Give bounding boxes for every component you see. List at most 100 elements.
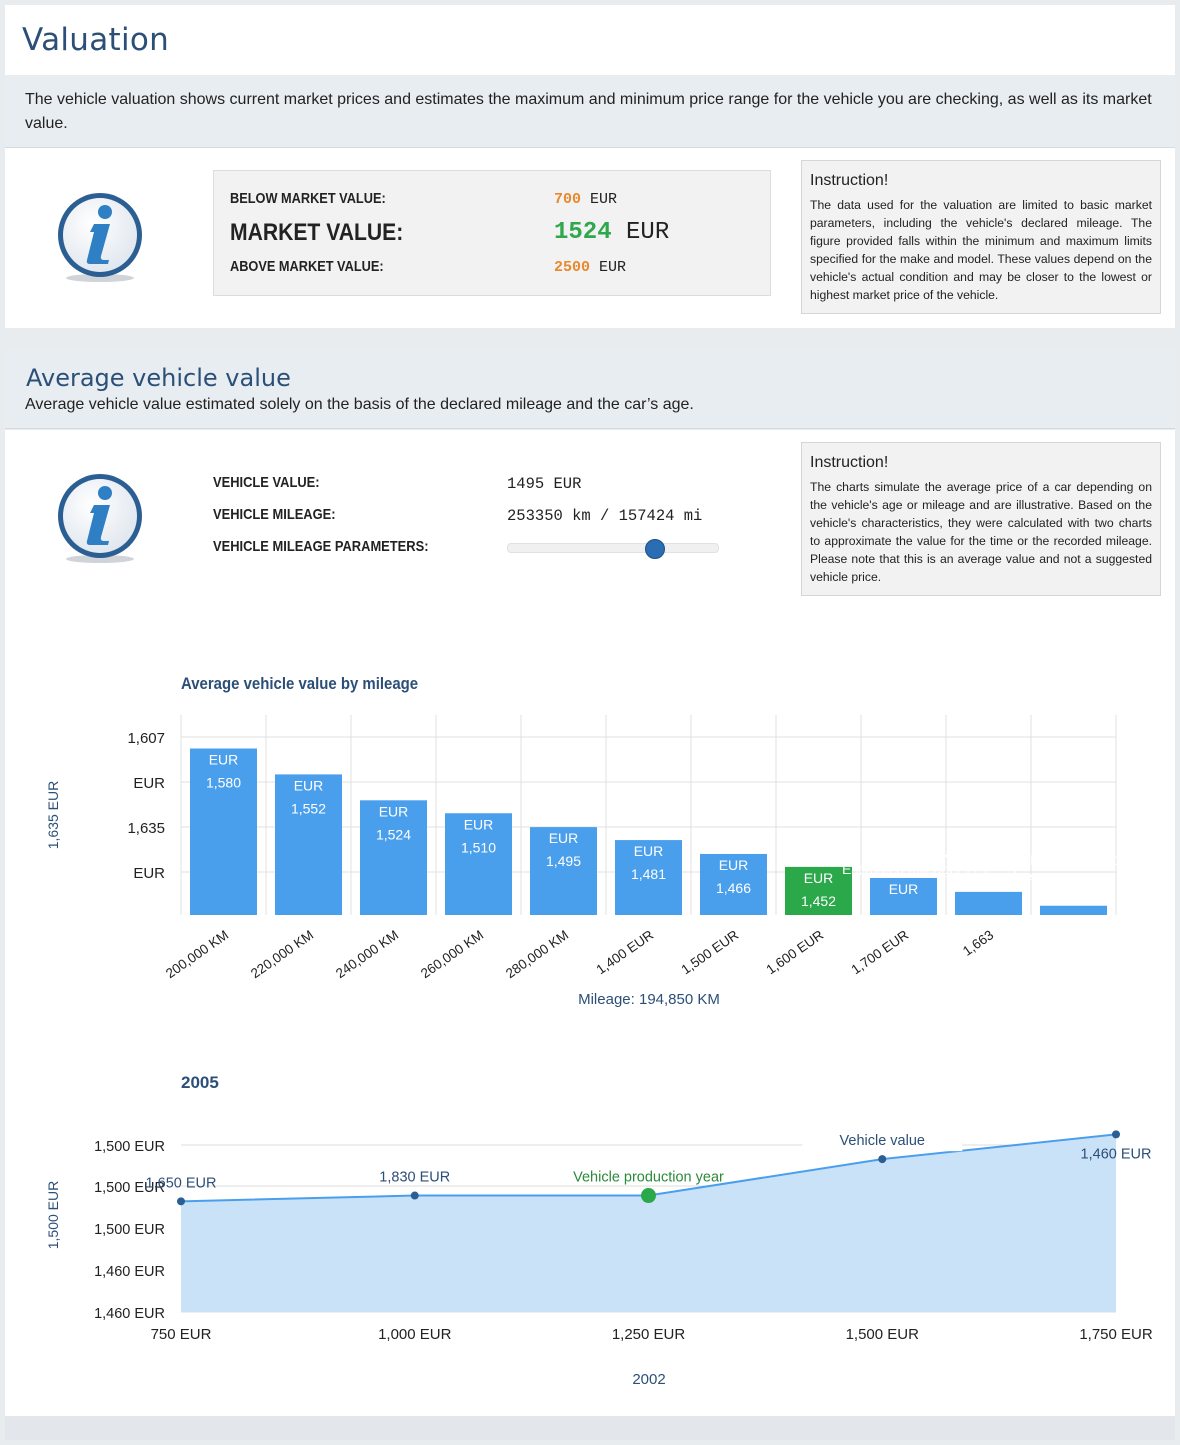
y-tick-label: 1,460 EUR	[94, 1306, 165, 1322]
point-label: Vehicle value	[840, 1133, 925, 1149]
x-tick-label: 1,000 EUR	[378, 1326, 452, 1343]
bar-value-label: 1,524	[376, 826, 411, 842]
x-tick-label: 200,000 KM	[163, 927, 231, 981]
y-tick-label: EUR	[133, 775, 165, 792]
below-market-value: 700 EUR	[554, 191, 617, 208]
bar-value-label: 1,452	[801, 893, 836, 909]
page-footer-band	[5, 1416, 1175, 1440]
bar-label: EUR	[209, 752, 239, 768]
bar	[190, 748, 257, 915]
x-tick-label: 1,500 EUR	[679, 927, 742, 977]
bar-value-label: 1,580	[206, 775, 241, 791]
label-background	[802, 1129, 963, 1152]
point-label: 1,460 EUR	[1081, 1146, 1152, 1162]
above-market-label: ABOVE MARKET VALUE:	[230, 259, 384, 275]
above-market-value: 2500 EUR	[554, 259, 626, 276]
mileage-params-label: VEHICLE MILEAGE PARAMETERS:	[213, 538, 429, 555]
bar-label: EUR	[464, 816, 494, 832]
area-fill	[181, 1134, 1116, 1312]
mileage-slider-track[interactable]	[507, 543, 719, 553]
bar-value-label: 1,466	[716, 880, 751, 896]
year-area-chart: 2005 1,500 EUR 1,500 EUR 1,500 EUR 1,460 EUR…	[45, 1073, 1153, 1388]
instruction-title: Instruction!	[810, 454, 889, 471]
chart-title: Average vehicle value by mileage	[181, 675, 418, 693]
x-tick-label: 1,400 EUR	[594, 927, 657, 977]
bar-label: EUR	[719, 857, 749, 873]
valuation-title: Valuation	[22, 22, 170, 58]
instruction-text: The charts simulate the average price of…	[810, 480, 1152, 584]
y-axis-label: 1,635 EUR	[45, 781, 61, 849]
highlight-point	[641, 1188, 656, 1204]
instruction-title: Instruction!	[810, 172, 889, 189]
info-icon	[58, 474, 142, 563]
below-market-number: 700	[554, 191, 582, 208]
data-point	[1112, 1130, 1120, 1139]
y-tick-label: EUR	[133, 865, 165, 882]
vehicle-value-label: VEHICLE VALUE:	[213, 474, 320, 491]
valuation-instruction: Instruction! The data used for the valua…	[801, 160, 1161, 314]
annotation-label: Estimated vehicle value	[910, 845, 1057, 861]
data-point	[878, 1155, 887, 1164]
bar-label: EUR	[294, 777, 324, 793]
bar	[785, 866, 852, 915]
market-currency: EUR	[626, 219, 670, 246]
above-market-number: 2500	[554, 259, 591, 276]
bar	[445, 813, 512, 915]
price-range-box: BELOW MARKET VALUE: 700 EUR MARKET VALUE…	[213, 170, 771, 296]
y-tick-label: 1,635	[127, 820, 165, 837]
x-tick-label: 1,600 EUR	[764, 927, 827, 977]
bar-label: EUR	[549, 830, 579, 846]
x-tick-label: 280,000 KM	[503, 927, 571, 981]
valuation-header	[5, 5, 1175, 75]
data-point	[410, 1191, 419, 1200]
point-label: 1,650 EUR	[146, 1175, 217, 1191]
x-tick-label: 1,700 EUR	[849, 927, 912, 977]
bar	[530, 827, 597, 915]
bar-label: EUR	[379, 803, 409, 819]
chart-title: 2005	[181, 1073, 219, 1092]
bar	[870, 878, 937, 915]
bar	[275, 774, 342, 915]
bar-label: EUR	[634, 843, 664, 859]
below-market-label: BELOW MARKET VALUE:	[230, 191, 386, 207]
annotation-label: Mileage: 185,10	[1030, 852, 1130, 868]
y-tick-label: 1,500 EUR	[94, 1222, 165, 1238]
valuation-intro-band	[5, 75, 1175, 148]
bar-value-label: 1,552	[291, 800, 326, 816]
bar	[1040, 905, 1107, 915]
instruction-text: The data used for the valuation are limi…	[810, 198, 1152, 302]
bar-label: EUR	[804, 870, 834, 886]
vehicle-mileage-label: VEHICLE MILEAGE:	[213, 506, 336, 523]
point-label: 1,830 EUR	[379, 1170, 450, 1186]
y-tick-label: 1,460 EUR	[94, 1264, 165, 1280]
bar-value-label: 1,495	[546, 853, 581, 869]
above-market-currency: EUR	[599, 259, 627, 276]
bar	[615, 840, 682, 915]
market-label: MARKET VALUE:	[230, 219, 404, 246]
x-tick-label: 260,000 KM	[418, 927, 486, 981]
x-axis-label: 2002	[632, 1371, 665, 1388]
y-tick-label: 1,500 EUR	[94, 1180, 165, 1196]
bar	[955, 891, 1022, 915]
annotation-label: Vehicle value	[950, 868, 1033, 884]
x-axis-label: Mileage: 194,850 KM	[578, 991, 720, 1008]
y-tick-label: 1,500 EUR	[94, 1139, 165, 1155]
bar	[360, 800, 427, 915]
average-title: Average vehicle value	[26, 364, 291, 392]
market-value: 1524 EUR	[554, 219, 669, 246]
vehicle-value: 1495 EUR	[507, 475, 582, 493]
bar-value-label: 1,481	[631, 866, 666, 882]
mileage-bar-chart: Average vehicle value by mileage 1,607 EUR…	[45, 675, 1130, 1008]
info-icon	[58, 193, 142, 282]
x-tick-label: 240,000 KM	[333, 927, 401, 981]
x-tick-label: 1,750 EUR	[1079, 1326, 1153, 1343]
bar	[700, 853, 767, 915]
bar-value-label: 1,663 EUR	[1039, 932, 1107, 948]
annotation-label: Estimated mileage	[842, 861, 957, 877]
x-tick-label: 750 EUR	[151, 1326, 212, 1343]
x-tick-label: 1,500 EUR	[846, 1326, 920, 1343]
mileage-slider-handle[interactable]	[645, 539, 665, 559]
y-tick-label: 1,607	[127, 730, 165, 747]
valuation-intro: The vehicle valuation shows current mark…	[25, 91, 1152, 132]
average-instruction: Instruction! The charts simulate the ave…	[801, 442, 1161, 596]
